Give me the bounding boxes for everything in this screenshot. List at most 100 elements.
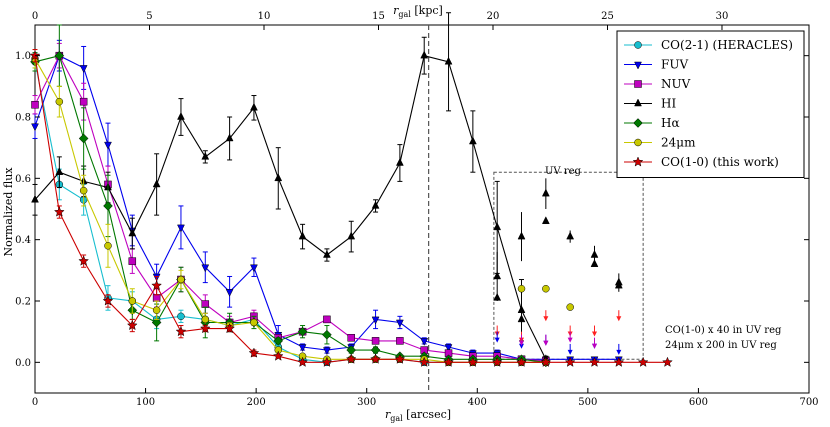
fuv-point (104, 141, 112, 150)
hi-point (298, 231, 307, 240)
fuv-point (177, 224, 185, 233)
uv-24um-point (542, 284, 550, 293)
series-hi (31, 12, 550, 363)
hi-point (55, 167, 64, 175)
y-tick-label: 0.0 (15, 358, 31, 369)
top-x-tick-label: 10 (258, 11, 271, 22)
annotation-24um: 24μm x 200 in UV reg (665, 340, 777, 351)
uv-fuv-arrow-head (567, 349, 573, 355)
co-2-1-heracles-point (177, 312, 185, 321)
h-point (54, 50, 65, 61)
hi-point (31, 194, 39, 203)
uv-region-points (493, 178, 623, 355)
nuv-point (79, 97, 88, 106)
h-point (370, 345, 381, 355)
uv-co10-arrow-head (616, 316, 622, 322)
nuv-point (323, 315, 331, 324)
uv-region-box (493, 171, 644, 360)
nuv-point (371, 337, 380, 345)
h-point (322, 329, 332, 340)
uv-nuv-arrow-head (543, 340, 549, 346)
hi-point (201, 151, 210, 160)
top-x-tick-label: 0 (32, 11, 38, 22)
24-m-point (55, 97, 64, 106)
hi-point (420, 50, 429, 59)
legend-co-1-0-this-work-point (632, 156, 644, 167)
x-axis-label: rgal [arcsec] (385, 408, 451, 423)
fuv-point (395, 319, 404, 328)
legend-h-point (633, 118, 643, 128)
x-tick-label: 100 (136, 397, 155, 408)
top-x-tick-label: 30 (716, 11, 729, 22)
series-fuv (31, 39, 623, 365)
series-layer (29, 12, 673, 368)
24-m-point (201, 315, 210, 324)
co-1-0-this-work-point (224, 322, 235, 334)
x-tick-label: 500 (578, 397, 597, 408)
legend-24-m-point (634, 138, 642, 147)
nuv-point (396, 337, 404, 345)
series-line (34, 55, 547, 360)
legend-label: FUV (661, 58, 688, 72)
fuv-point (201, 264, 210, 273)
hi-point (517, 305, 526, 313)
fuv-point (371, 316, 380, 325)
h-point (78, 133, 89, 144)
co-1-0-this-work-point (467, 356, 479, 367)
y-axis-label: Normalized flux (2, 167, 15, 257)
y-tick-label: 0.2 (15, 297, 31, 308)
top-x-tick-label: 5 (146, 11, 152, 22)
h-point (297, 326, 308, 337)
uv-co10-arrow-head (543, 316, 549, 322)
uv-hi-point (590, 249, 599, 258)
co-1-0-this-work-point (151, 279, 163, 291)
co-1-0-this-work-point (248, 347, 260, 358)
series-line (34, 54, 546, 362)
legend-fuv-point (634, 61, 642, 70)
co-1-0-this-work-point (321, 356, 333, 367)
uv-fuv-arrow-head (519, 343, 525, 349)
ticks-layer: 0 100 200 300 400 500 600 700 0 5 10 15 20 25 30 0.0 0.2… (15, 11, 818, 408)
uv-co10-arrow-head (591, 331, 597, 337)
fuv-point (323, 347, 331, 356)
fuv-point (444, 344, 453, 353)
uv-hi-extra-point (614, 280, 623, 289)
hi-point (152, 179, 161, 188)
hi-point (347, 231, 356, 240)
co-1-0-this-work-point (297, 356, 308, 367)
co-1-0-this-work-point (443, 356, 454, 367)
co-1-0-this-work-point (345, 353, 357, 364)
uv-region-label: UV reg (545, 166, 582, 177)
co-1-0-this-work-point (564, 356, 576, 367)
fuv-point (225, 289, 234, 297)
uv-hi-point (541, 188, 550, 197)
y-tick-label: 0.6 (15, 174, 31, 185)
co-1-0-this-work-point (540, 356, 552, 367)
24-m-point (79, 186, 88, 195)
h-point (151, 317, 162, 328)
h-point (103, 201, 113, 211)
fuv-point (250, 264, 258, 273)
uv-nuv-arrow-head (567, 337, 573, 343)
24-m-point (104, 242, 112, 250)
legend-label: CO(1-0) (this work) (661, 155, 779, 169)
x-tick-label: 400 (468, 397, 487, 408)
hi-point (323, 249, 331, 258)
top-x-tick-label: 25 (601, 11, 614, 22)
hi-point (225, 133, 234, 142)
series-line (34, 55, 546, 363)
y-tick-label: 0.8 (15, 113, 31, 124)
x-tick-label: 0 (32, 397, 38, 408)
legend-hi-point (634, 98, 642, 107)
hi-point (250, 102, 258, 111)
x-tick-label: 200 (247, 397, 266, 408)
uv-hi-extra-point (493, 292, 502, 301)
hi-point (444, 56, 453, 65)
legend-label: CO(2-1) (HERACLES) (661, 38, 793, 52)
legend-label: 24μm (661, 136, 696, 150)
top-x-tick-label: 20 (487, 11, 500, 22)
hi-point (493, 222, 502, 231)
series-co-1-0-this-work (29, 49, 673, 367)
uv-nuv-arrow-head (519, 340, 525, 346)
